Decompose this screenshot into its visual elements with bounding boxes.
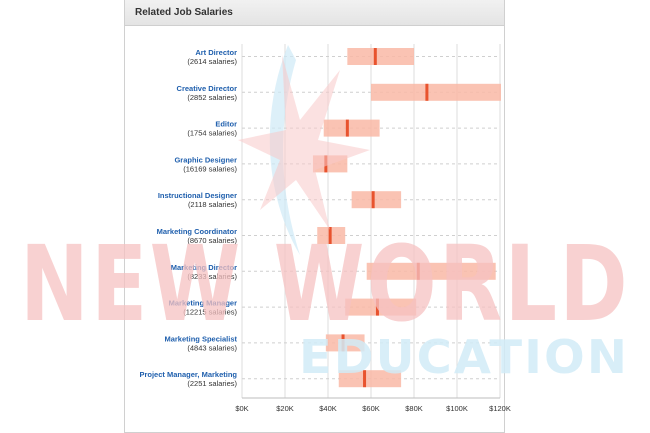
salary-count-label: (12215 salaries) [183,308,237,317]
job-title-link[interactable]: Instructional Designer [158,191,237,200]
median-salary-marker [341,334,345,352]
panel-title: Related Job Salaries [135,7,233,18]
median-salary-marker [373,48,377,65]
job-title-link[interactable]: Marketing Manager [169,299,237,308]
median-salary-marker [324,155,328,173]
salary-range-bar [325,334,365,352]
salary-count-label: (8233 salaries) [187,272,237,281]
job-title-link[interactable]: Project Manager, Marketing [139,370,237,379]
salary-count-label: (16169 salaries) [183,164,237,173]
x-tick-label: $80K [405,404,423,413]
job-title-link[interactable]: Marketing Director [171,263,237,272]
median-salary-marker [375,298,379,316]
salary-count-label: (2251 salaries) [187,379,237,388]
x-tick-label: $100K [446,404,468,413]
median-salary-marker [416,262,420,280]
salary-count-label: (4843 salaries) [187,343,237,352]
salary-count-label: (1754 salaries) [187,129,237,138]
x-tick-label: $120K [489,404,511,413]
x-tick-label: $0K [235,404,248,413]
job-title-link[interactable]: Marketing Specialist [164,334,237,343]
salary-count-label: (2852 salaries) [187,93,237,102]
median-salary-marker [328,227,332,244]
median-salary-marker [371,191,375,209]
job-title-link[interactable]: Creative Director [177,84,238,93]
median-salary-marker [363,370,367,388]
x-tick-label: $60K [362,404,380,413]
salary-range-bar [345,298,417,316]
salary-count-label: (2118 salaries) [188,200,238,209]
job-title-link[interactable]: Marketing Coordinator [157,227,238,236]
job-title-link[interactable]: Editor [215,120,237,129]
salary-range-bar [366,262,496,280]
median-salary-marker [425,83,429,101]
x-tick-label: $40K [319,404,337,413]
salary-count-label: (2614 salaries) [187,57,237,66]
salary-range-bar [323,119,380,137]
salary-range-bar [351,191,402,209]
job-title-link[interactable]: Art Director [195,48,237,57]
x-tick-label: $20K [276,404,294,413]
salary-range-bar [338,370,402,388]
salary-range-bar [312,155,348,173]
salary-range-bar [347,48,414,65]
panel-header: Related Job Salaries [125,0,504,26]
job-title-link[interactable]: Graphic Designer [174,155,237,164]
salary-count-label: (8670 salaries) [187,236,237,245]
median-salary-marker [345,119,349,137]
salary-range-bar [371,83,501,101]
